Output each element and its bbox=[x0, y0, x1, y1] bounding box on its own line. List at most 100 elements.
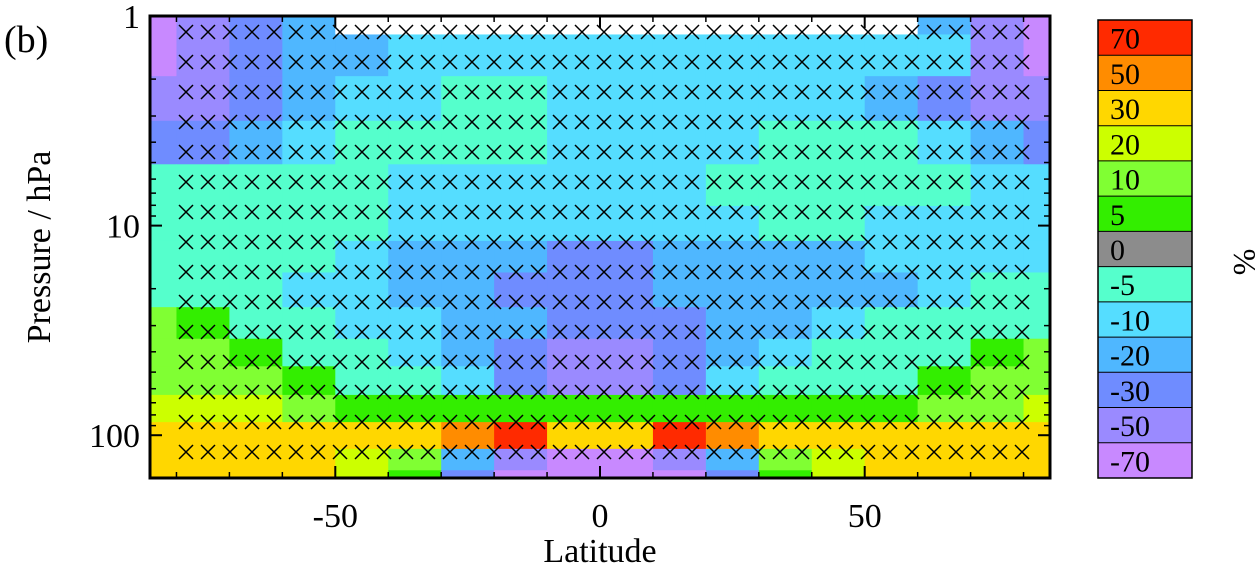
significance-mark bbox=[552, 414, 568, 430]
heatmap-cell bbox=[388, 76, 442, 122]
heatmap-cell bbox=[917, 206, 972, 242]
heatmap-cell bbox=[441, 76, 495, 122]
significance-mark bbox=[596, 84, 612, 100]
significance-mark bbox=[222, 324, 238, 340]
significance-mark bbox=[178, 84, 194, 100]
significance-mark bbox=[992, 234, 1008, 250]
significance-mark bbox=[530, 414, 546, 430]
heatmap-cell bbox=[864, 470, 919, 478]
significance-mark bbox=[816, 234, 832, 250]
significance-mark bbox=[992, 54, 1008, 70]
significance-mark bbox=[926, 174, 942, 190]
significance-mark bbox=[266, 144, 282, 160]
significance-mark bbox=[596, 444, 612, 460]
significance-mark bbox=[266, 264, 282, 280]
significance-mark bbox=[750, 354, 766, 370]
significance-mark bbox=[244, 264, 260, 280]
significance-mark bbox=[772, 324, 788, 340]
significance-mark bbox=[486, 174, 502, 190]
significance-mark bbox=[860, 114, 876, 130]
y-tick-label: 1 bbox=[123, 0, 140, 36]
significance-mark bbox=[816, 204, 832, 220]
significance-mark bbox=[706, 54, 722, 70]
significance-mark bbox=[288, 384, 304, 400]
significance-mark bbox=[486, 444, 502, 460]
heatmap-cell bbox=[229, 16, 283, 36]
colorbar-label: 5 bbox=[1110, 199, 1125, 232]
significance-mark bbox=[970, 444, 986, 460]
colorbar-label: -10 bbox=[1110, 304, 1150, 337]
significance-mark bbox=[310, 204, 326, 220]
significance-mark bbox=[684, 414, 700, 430]
heatmap-cell bbox=[494, 307, 548, 340]
significance-mark bbox=[640, 24, 656, 40]
significance-mark bbox=[882, 444, 898, 460]
significance-mark bbox=[662, 324, 678, 340]
significance-mark bbox=[750, 324, 766, 340]
significance-mark bbox=[332, 294, 348, 310]
significance-mark bbox=[1014, 324, 1030, 340]
heatmap-cell bbox=[970, 448, 1025, 471]
significance-mark bbox=[992, 294, 1008, 310]
significance-mark bbox=[354, 324, 370, 340]
significance-mark bbox=[596, 264, 612, 280]
significance-mark bbox=[310, 444, 326, 460]
heatmap-cell bbox=[335, 76, 389, 122]
significance-mark bbox=[904, 54, 920, 70]
heatmap-cell bbox=[705, 422, 760, 450]
significance-mark bbox=[640, 384, 656, 400]
significance-mark bbox=[992, 84, 1008, 100]
colorbar-frame bbox=[1097, 19, 1193, 479]
colorbar-swatch bbox=[1098, 55, 1192, 91]
significance-mark bbox=[684, 84, 700, 100]
heatmap-cell bbox=[758, 394, 813, 423]
significance-mark bbox=[486, 414, 502, 430]
significance-mark bbox=[574, 114, 590, 130]
significance-mark bbox=[222, 294, 238, 310]
significance-mark bbox=[794, 84, 810, 100]
colorbar-label: -50 bbox=[1110, 410, 1150, 443]
significance-mark bbox=[860, 144, 876, 160]
significance-mark bbox=[904, 444, 920, 460]
significance-mark bbox=[398, 384, 414, 400]
significance-mark bbox=[816, 264, 832, 280]
heatmap-cell bbox=[917, 338, 972, 367]
significance-mark bbox=[178, 384, 194, 400]
significance-mark bbox=[794, 54, 810, 70]
heatmap-cell bbox=[150, 240, 178, 274]
significance-mark bbox=[552, 444, 568, 460]
significance-mark bbox=[178, 354, 194, 370]
significance-mark bbox=[486, 114, 502, 130]
significance-mark bbox=[464, 114, 480, 130]
significance-mark bbox=[376, 324, 392, 340]
significance-mark bbox=[904, 84, 920, 100]
significance-mark bbox=[178, 444, 194, 460]
significance-mark bbox=[838, 414, 854, 430]
significance-mark bbox=[508, 144, 524, 160]
significance-mark bbox=[838, 84, 854, 100]
significance-mark bbox=[618, 414, 634, 430]
significance-mark bbox=[926, 144, 942, 160]
heatmap-cell bbox=[917, 394, 972, 423]
heatmap-cell bbox=[150, 164, 178, 207]
significance-mark bbox=[750, 144, 766, 160]
significance-mark bbox=[684, 174, 700, 190]
significance-mark bbox=[178, 54, 194, 70]
heatmap-cell bbox=[335, 120, 389, 165]
significance-mark bbox=[508, 264, 524, 280]
significance-mark bbox=[376, 234, 392, 250]
significance-mark bbox=[508, 114, 524, 130]
heatmap-cell bbox=[547, 338, 601, 367]
significance-mark bbox=[970, 114, 986, 130]
significance-mark bbox=[640, 324, 656, 340]
significance-mark bbox=[508, 414, 524, 430]
significance-mark bbox=[926, 54, 942, 70]
heatmap-cell bbox=[811, 120, 866, 165]
heatmap-cell bbox=[917, 240, 972, 274]
heatmap-cell bbox=[811, 448, 866, 471]
significance-mark bbox=[178, 144, 194, 160]
significance-mark bbox=[618, 114, 634, 130]
significance-mark bbox=[992, 24, 1008, 40]
heatmap-cell bbox=[864, 34, 919, 77]
significance-mark bbox=[244, 414, 260, 430]
